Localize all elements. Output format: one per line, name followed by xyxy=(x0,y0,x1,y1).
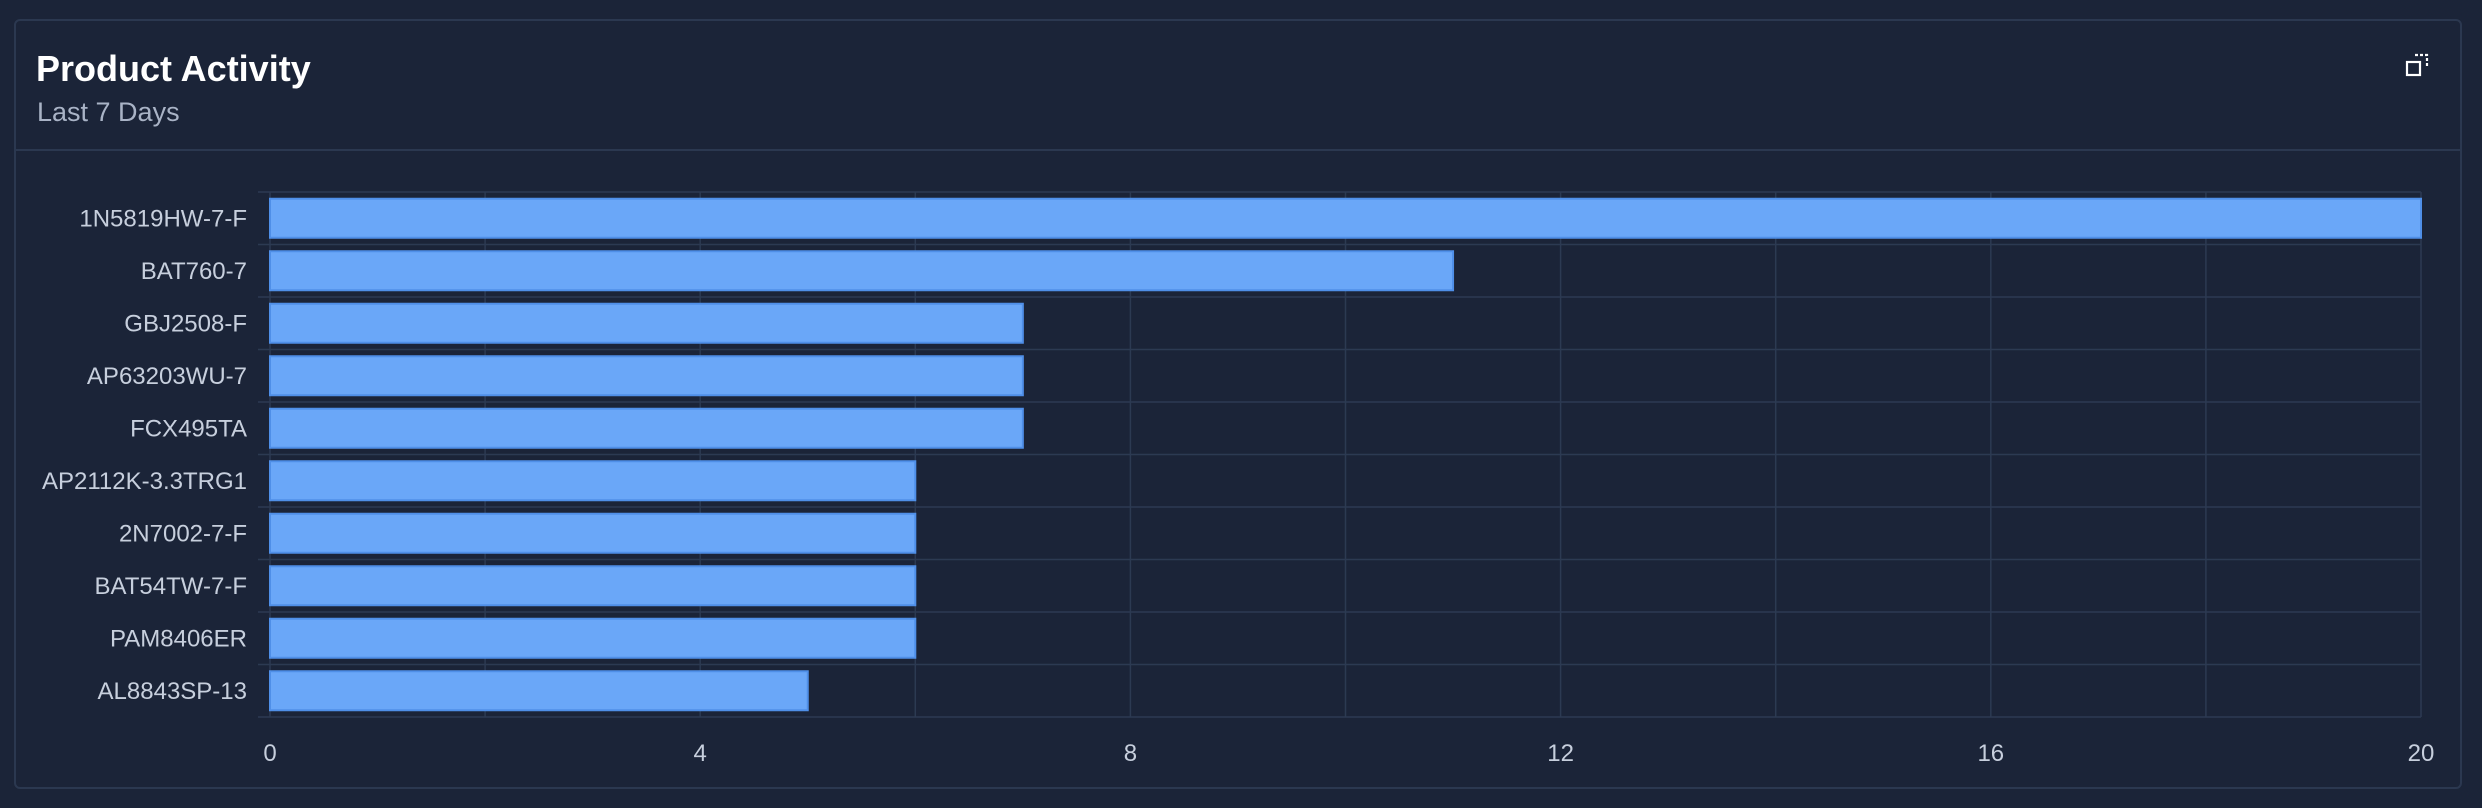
expand-icon[interactable] xyxy=(2404,52,2430,78)
card-header: Product Activity Last 7 Days xyxy=(16,21,2460,151)
chart-card: Product Activity Last 7 Days xyxy=(14,19,2462,789)
chart-title: Product Activity xyxy=(36,48,311,89)
chart-subtitle: Last 7 Days xyxy=(37,97,180,127)
